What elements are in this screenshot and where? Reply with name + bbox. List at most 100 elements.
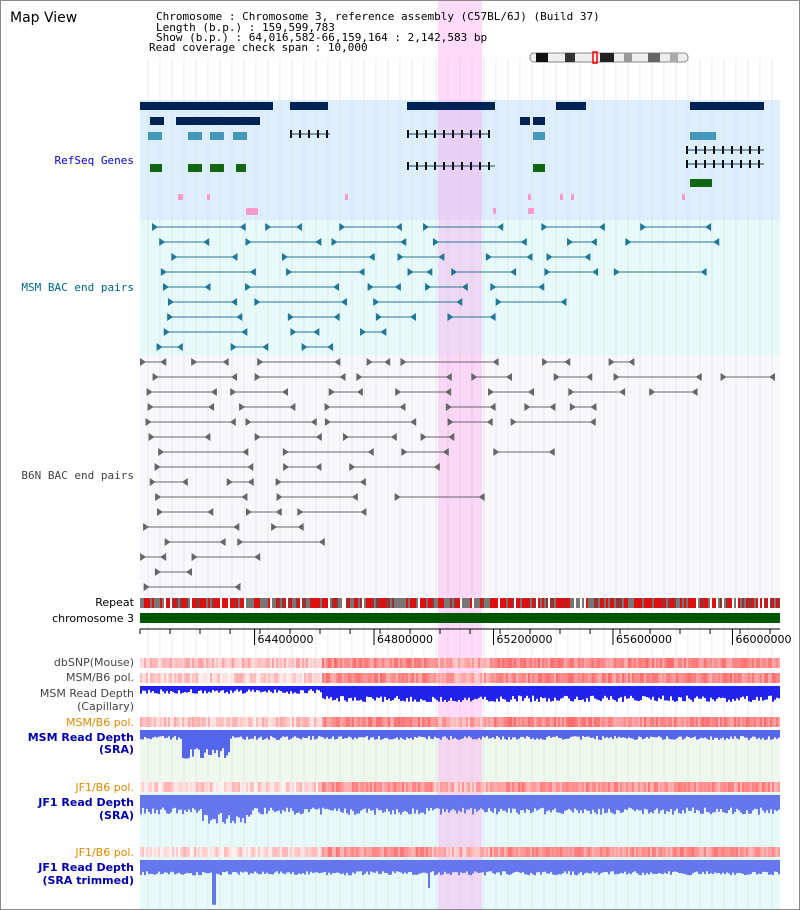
bac-end-marker[interactable]	[590, 403, 597, 411]
gene-block[interactable]	[176, 117, 260, 125]
bac-end-marker[interactable]	[158, 448, 165, 456]
bac-end-marker[interactable]	[367, 283, 374, 291]
bac-end-marker[interactable]	[245, 508, 252, 516]
bac-end-marker[interactable]	[380, 328, 387, 336]
bac-end-marker[interactable]	[394, 283, 401, 291]
bac-end-marker[interactable]	[140, 553, 147, 561]
bac-end-marker[interactable]	[152, 223, 159, 231]
bac-end-marker[interactable]	[373, 298, 380, 306]
bac-end-marker[interactable]	[286, 268, 293, 276]
bac-end-marker[interactable]	[327, 343, 334, 351]
bac-end-marker[interactable]	[334, 358, 341, 366]
bac-end-marker[interactable]	[526, 253, 533, 261]
bac-end-marker[interactable]	[524, 403, 531, 411]
bac-end-marker[interactable]	[367, 448, 374, 456]
msm-bac-label[interactable]: MSM BAC end pairs	[21, 281, 134, 294]
bac-end-marker[interactable]	[445, 373, 452, 381]
bac-end-marker[interactable]	[262, 343, 269, 351]
bac-end-marker[interactable]	[254, 553, 261, 561]
bac-end-marker[interactable]	[152, 373, 159, 381]
bac-end-marker[interactable]	[649, 388, 656, 396]
bac-end-marker[interactable]	[163, 328, 170, 336]
bac-end-marker[interactable]	[275, 508, 282, 516]
gene-block[interactable]	[556, 102, 586, 110]
bac-end-marker[interactable]	[254, 433, 261, 441]
bac-end-marker[interactable]	[154, 568, 161, 576]
bac-end-marker[interactable]	[349, 463, 356, 471]
bac-end-marker[interactable]	[553, 373, 560, 381]
bac-end-marker[interactable]	[493, 448, 500, 456]
bac-end-marker[interactable]	[159, 238, 166, 246]
bac-end-marker[interactable]	[590, 238, 597, 246]
bac-end-marker[interactable]	[407, 268, 414, 276]
bac-end-marker[interactable]	[589, 418, 596, 426]
bac-end-marker[interactable]	[156, 343, 163, 351]
bac-end-marker[interactable]	[236, 313, 243, 321]
bac-end-marker[interactable]	[229, 418, 236, 426]
bac-end-marker[interactable]	[149, 478, 156, 486]
bac-end-marker[interactable]	[489, 313, 496, 321]
b6n-bac-end-pairs-track[interactable]	[140, 358, 775, 591]
bac-end-marker[interactable]	[691, 388, 698, 396]
bac-end-marker[interactable]	[426, 268, 433, 276]
bac-end-marker[interactable]	[287, 313, 294, 321]
b6n-bac-label[interactable]: B6N BAC end pairs	[21, 469, 134, 482]
bac-end-marker[interactable]	[324, 403, 331, 411]
bac-end-marker[interactable]	[546, 253, 553, 261]
bac-end-marker[interactable]	[315, 433, 322, 441]
bac-end-marker[interactable]	[510, 268, 517, 276]
gene-block[interactable]	[690, 179, 712, 187]
bac-end-marker[interactable]	[625, 238, 632, 246]
bac-end-marker[interactable]	[359, 478, 366, 486]
bac-end-marker[interactable]	[425, 283, 432, 291]
bac-end-marker[interactable]	[204, 283, 211, 291]
bac-end-marker[interactable]	[233, 523, 240, 531]
bac-end-marker[interactable]	[283, 463, 290, 471]
gene-block[interactable]	[150, 164, 162, 172]
bac-end-marker[interactable]	[297, 508, 304, 516]
bac-end-marker[interactable]	[397, 253, 404, 261]
bac-end-marker[interactable]	[143, 523, 150, 531]
bac-end-marker[interactable]	[544, 268, 551, 276]
bac-end-marker[interactable]	[451, 268, 458, 276]
gene-block[interactable]	[188, 132, 202, 140]
bac-end-marker[interactable]	[164, 538, 171, 546]
bac-end-marker[interactable]	[290, 328, 297, 336]
gene-block[interactable]	[188, 164, 202, 172]
bac-end-marker[interactable]	[231, 298, 238, 306]
gene-block[interactable]	[233, 132, 247, 140]
bac-end-marker[interactable]	[247, 478, 254, 486]
msm-bac-end-pairs-track[interactable]	[152, 223, 720, 351]
bac-end-marker[interactable]	[147, 403, 154, 411]
bac-end-marker[interactable]	[315, 238, 322, 246]
bac-end-marker[interactable]	[237, 538, 244, 546]
gene-block[interactable]	[150, 117, 164, 125]
bac-end-marker[interactable]	[282, 448, 289, 456]
bac-end-marker[interactable]	[445, 403, 452, 411]
bac-end-marker[interactable]	[245, 418, 252, 426]
bac-end-marker[interactable]	[542, 358, 549, 366]
bac-end-marker[interactable]	[191, 358, 198, 366]
bac-end-marker[interactable]	[490, 283, 497, 291]
bac-end-marker[interactable]	[257, 358, 264, 366]
bac-end-marker[interactable]	[613, 373, 620, 381]
bac-end-marker[interactable]	[423, 223, 430, 231]
bac-end-marker[interactable]	[486, 418, 493, 426]
bac-end-marker[interactable]	[395, 223, 402, 231]
gene-block[interactable]	[407, 102, 495, 110]
bac-end-marker[interactable]	[368, 253, 375, 261]
bac-end-marker[interactable]	[333, 283, 340, 291]
bac-end-marker[interactable]	[145, 418, 152, 426]
bac-end-marker[interactable]	[492, 358, 499, 366]
bac-end-marker[interactable]	[310, 418, 317, 426]
bac-end-marker[interactable]	[249, 268, 256, 276]
bac-end-marker[interactable]	[471, 373, 478, 381]
bac-end-marker[interactable]	[695, 373, 702, 381]
bac-end-marker[interactable]	[568, 388, 575, 396]
bac-end-marker[interactable]	[769, 373, 775, 381]
bac-end-marker[interactable]	[254, 373, 261, 381]
bac-end-marker[interactable]	[489, 403, 496, 411]
bac-end-marker[interactable]	[510, 418, 517, 426]
bac-end-marker[interactable]	[549, 403, 556, 411]
